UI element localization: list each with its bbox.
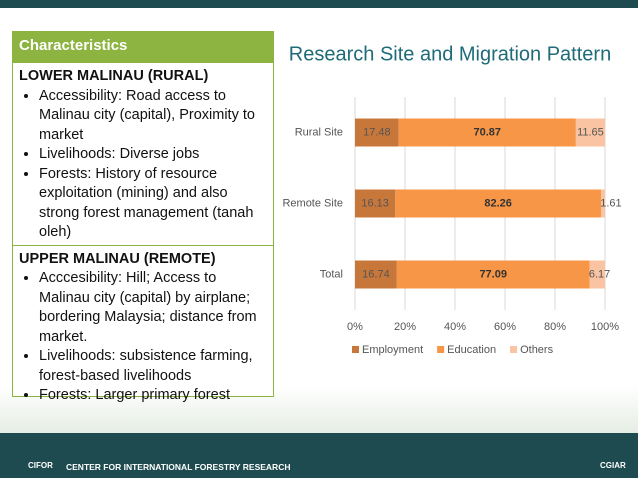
characteristics-panel: Characteristics LOWER MALINAU (RURAL) Acc… (12, 31, 274, 403)
bar-segment (589, 260, 605, 289)
bullet-list: Acccesibility: Hill; Access to Malinau c… (19, 269, 267, 406)
legend-swatch (437, 346, 445, 353)
panel-section: LOWER MALINAU (RURAL) Accessibility: Road… (13, 63, 273, 245)
legend-swatch (510, 346, 518, 353)
legend-label: Others (520, 344, 554, 356)
bullet-item: Acccesibility: Hill; Access to Malinau c… (39, 269, 267, 347)
bar-segment (395, 189, 601, 218)
bullet-item: Forests: History of resource exploitatio… (39, 165, 267, 243)
bullet-item: Accessibility: Road access to Malinau ci… (39, 87, 267, 146)
chart: Research Site and Migration Pattern 0% 20… (282, 43, 621, 356)
data-label: 1.61 (600, 197, 621, 209)
x-tick-label: 60% (494, 321, 516, 333)
bar-segment (575, 118, 605, 147)
bar-segment (396, 260, 590, 289)
legend-label: Education (447, 344, 496, 356)
panel-header: Characteristics (13, 32, 273, 63)
panel-section: UPPER MALINAU (REMOTE) Acccesibility: Hil… (13, 244, 273, 408)
org-name: CENTER FOR INTERNATIONAL FORESTRY RESEAR… (66, 462, 291, 472)
x-tick-label: 0% (347, 321, 363, 333)
data-label: 16.74 (362, 268, 390, 280)
data-label: 6.17 (589, 268, 610, 280)
y-tick-label: Remote Site (282, 197, 343, 209)
x-tick-label: 20% (394, 321, 416, 333)
data-label: 17.48 (363, 126, 391, 138)
logo-left: CIFOR (28, 461, 53, 470)
x-tick-label: 100% (591, 321, 619, 333)
data-label: 77.09 (479, 268, 507, 280)
section-title: UPPER MALINAU (REMOTE) (19, 250, 216, 267)
bar-segment (600, 189, 605, 218)
x-tick-label: 80% (544, 321, 566, 333)
bar-segment (355, 189, 396, 218)
data-label: 70.87 (474, 126, 502, 138)
footer: CIFOR CENTER FOR INTERNATIONAL FORESTRY … (0, 433, 638, 478)
logo-right: CGIAR (600, 461, 626, 470)
legend-swatch (352, 346, 359, 353)
y-tick-label: Rural Site (295, 126, 343, 138)
legend-label: Employment (362, 344, 423, 356)
x-tick-label: 40% (444, 321, 466, 333)
bar-segment (398, 118, 576, 147)
top-bar (0, 0, 638, 8)
bullet-item: Livelihoods: Diverse jobs (39, 145, 267, 165)
bullet-item: Livelihoods: subsistence farming, forest… (39, 347, 267, 386)
bar-segment (355, 260, 397, 289)
bar-segment (355, 118, 399, 147)
section-title: LOWER MALINAU (RURAL) (19, 68, 209, 84)
bullet-list: Accessibility: Road access to Malinau ci… (19, 87, 267, 243)
bullet-item: Forests: Larger primary forest (39, 386, 267, 406)
data-label: 11.65 (577, 126, 604, 138)
chart-title: Research Site and Migration Pattern (289, 43, 611, 65)
data-label: 82.26 (484, 197, 512, 209)
data-label: 16.13 (361, 197, 389, 209)
y-tick-label: Total (320, 268, 343, 280)
